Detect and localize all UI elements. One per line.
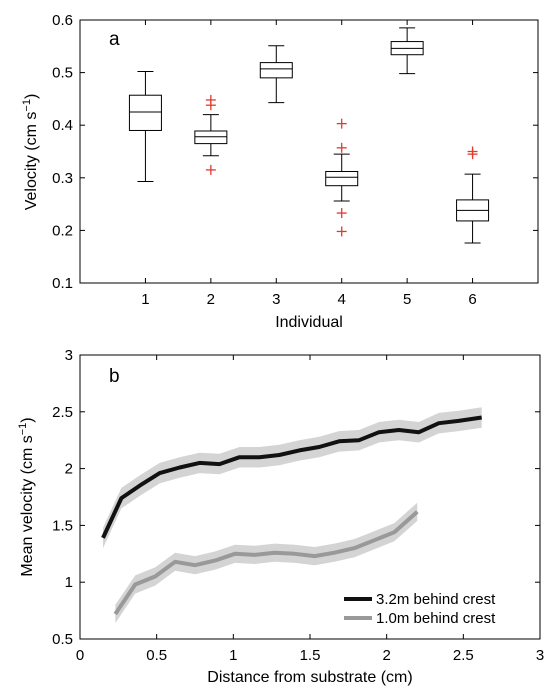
panel-a-y-axis-label-end: )	[23, 94, 40, 99]
panel-b-legend: 3.2m behind crest 1.0m behind crest	[344, 591, 496, 627]
panel-a-y-tick-label: 0.3	[52, 170, 73, 187]
box-individual-6	[456, 146, 490, 244]
series-1	[101, 407, 482, 549]
panel-a-y-axis-label: Velocity (cm s−1)	[21, 94, 40, 211]
panel-a-x-tick-label: 4	[338, 291, 346, 308]
panel-a-y-tick-label: 0.5	[52, 65, 73, 82]
panel-a-y-tick-label: 0.6	[52, 12, 73, 29]
panel-b-y-tick-label: 1	[65, 574, 73, 591]
panel-a-x-tick-label: 2	[207, 291, 215, 308]
panel-a-plot-frame	[79, 19, 539, 284]
interquartile-box	[325, 170, 359, 187]
panel-b-y-tick-label: 2.5	[52, 404, 73, 421]
panel-b-x-tick-label: 0.5	[146, 647, 167, 664]
panel-b-x-tick-label: 1	[229, 647, 237, 664]
panel-b-y-axis-label-main: Mean velocity (cm s	[19, 435, 36, 576]
panel-a-y-tick-label: 0.1	[52, 275, 73, 292]
box-individual-2	[194, 94, 228, 175]
panel-b-label: b	[109, 366, 120, 387]
panel-b-y-axis-label: Mean velocity (cm s−1)	[17, 417, 36, 576]
interquartile-box	[259, 62, 293, 79]
panel-a-y-axis-label-main: Velocity (cm s	[23, 112, 40, 211]
panel-a-label: a	[109, 29, 120, 50]
panel-a-x-tick-label: 3	[272, 291, 280, 308]
panel-b-y-tick-label: 1.5	[52, 517, 73, 534]
panel-b-series	[101, 407, 482, 624]
panel-a-boxes	[128, 27, 490, 244]
panel-b-x-tick-label: 0	[76, 647, 84, 664]
panel-a-x-tick-label: 1	[141, 291, 149, 308]
panel-b-x-tick-label: 2	[382, 647, 390, 664]
panel-a-y-tick-label: 0.4	[52, 117, 73, 134]
panel-b-line-plot: 0.511.522.53 0 0.5 1 1.5 2 2.5 3 b Distance fr…	[17, 347, 544, 686]
box-individual-5	[390, 27, 424, 75]
panel-a-y-ticks: 0.1 0.2 0.3 0.4 0.5 0.6	[52, 12, 538, 292]
panel-b-y-ticks: 0.5 1 1.5 2 2.5 3	[52, 347, 540, 648]
legend-label-series-2: 1.0m behind crest	[376, 610, 496, 627]
panel-b-y-tick-label: 3	[65, 347, 73, 364]
panel-a-box-plot: 0.1 0.2 0.3 0.4 0.5 0.6 1 2 3 4 5 6 a Individual V…	[21, 12, 539, 331]
panel-a-y-tick-label: 0.2	[52, 222, 73, 239]
interquartile-box	[128, 94, 162, 131]
panel-a-x-ticks: 1 2 3 4 5 6	[141, 20, 477, 308]
outlier-marker	[336, 226, 347, 237]
confidence-band	[115, 502, 418, 624]
panel-a-x-tick-label: 6	[468, 291, 476, 308]
panel-b-y-tick-label: 2	[65, 461, 73, 478]
box-individual-1	[128, 71, 162, 182]
outlier-marker	[336, 118, 347, 129]
panel-a-y-axis-label-sup: −1	[21, 99, 33, 112]
panel-b-x-tick-label: 1.5	[300, 647, 321, 664]
panel-b-y-tick-label: 0.5	[52, 631, 73, 648]
interquartile-box	[194, 130, 228, 145]
mean-velocity-line	[113, 510, 419, 616]
box-individual-4	[325, 118, 359, 237]
outlier-marker	[336, 208, 347, 219]
panel-b-y-axis-label-sup: −1	[17, 423, 29, 436]
panel-b-y-axis-label-end: )	[19, 417, 36, 422]
panel-b-x-tick-label: 2.5	[453, 647, 474, 664]
outlier-marker	[467, 146, 478, 157]
panel-b-x-ticks: 0 0.5 1 1.5 2 2.5 3	[76, 355, 544, 664]
outlier-marker	[205, 94, 216, 105]
outlier-marker	[205, 164, 216, 175]
panel-a-x-axis-label: Individual	[275, 314, 343, 331]
outlier-marker	[336, 142, 347, 153]
mean-velocity-line	[101, 415, 482, 539]
box-individual-3	[259, 45, 293, 104]
panel-b-x-tick-label: 3	[536, 647, 544, 664]
legend-label-series-1: 3.2m behind crest	[376, 591, 496, 608]
series-2	[113, 502, 419, 624]
panel-a-x-tick-label: 5	[403, 291, 411, 308]
panel-b-x-axis-label: Distance from substrate (cm)	[207, 669, 412, 686]
